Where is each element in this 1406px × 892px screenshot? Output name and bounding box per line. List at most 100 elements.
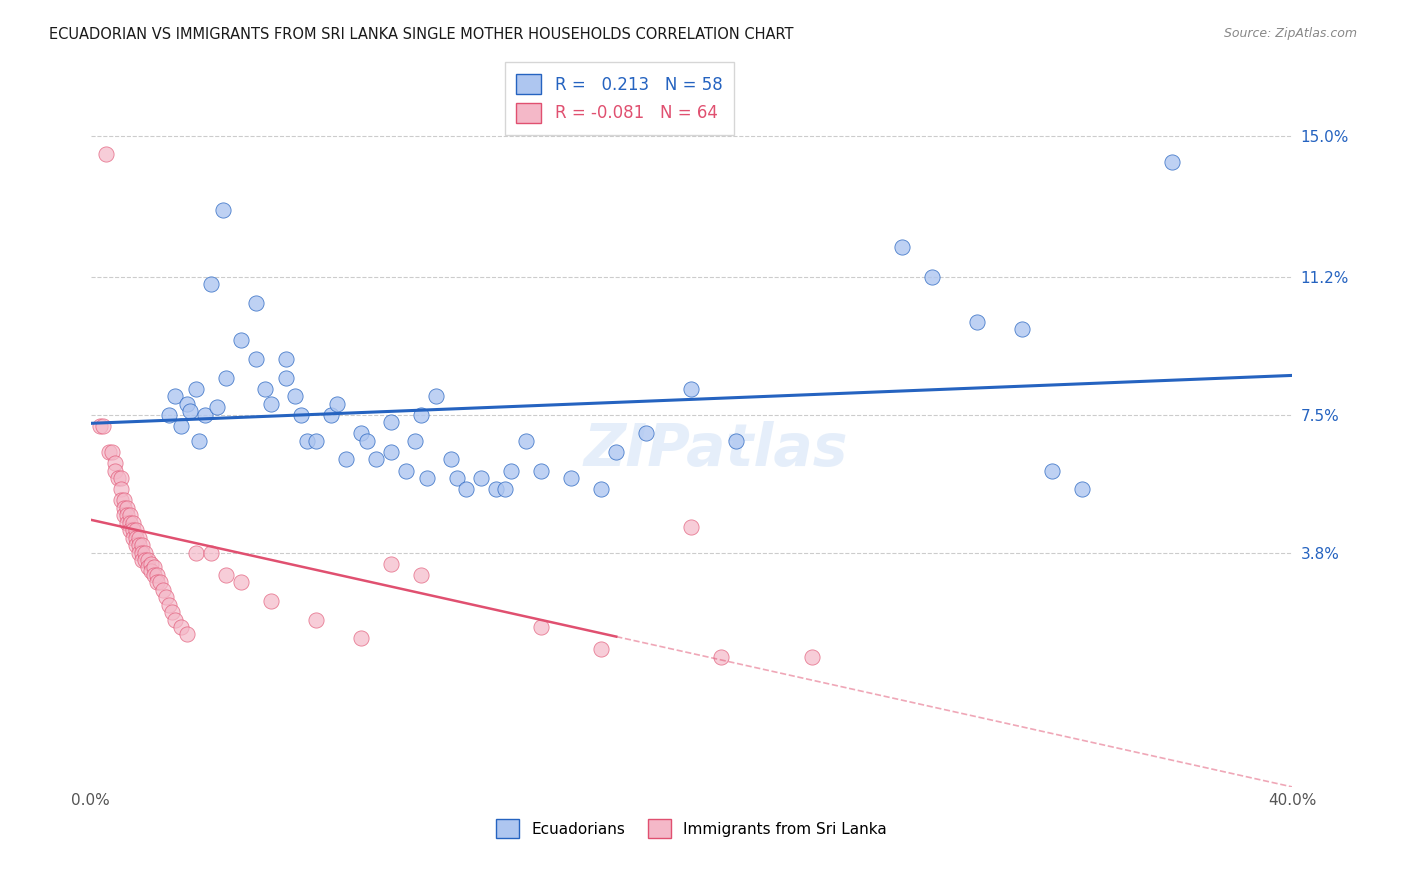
Point xyxy=(800,649,823,664)
Point xyxy=(305,434,328,448)
Point xyxy=(134,553,156,567)
Point xyxy=(1161,154,1184,169)
Point xyxy=(1011,322,1033,336)
Point xyxy=(142,568,165,582)
Point xyxy=(921,270,943,285)
Point xyxy=(91,419,114,434)
Point xyxy=(131,538,153,552)
Point xyxy=(446,471,468,485)
Point xyxy=(404,434,426,448)
Point xyxy=(104,464,127,478)
Point xyxy=(284,389,307,403)
Point xyxy=(124,523,146,537)
Point xyxy=(1040,464,1063,478)
Point xyxy=(260,594,283,608)
Point xyxy=(118,508,141,523)
Point xyxy=(145,575,167,590)
Point xyxy=(121,531,143,545)
Point xyxy=(530,464,553,478)
Point xyxy=(163,613,186,627)
Point xyxy=(295,434,318,448)
Point xyxy=(229,575,252,590)
Point xyxy=(636,426,658,441)
Text: Source: ZipAtlas.com: Source: ZipAtlas.com xyxy=(1223,27,1357,40)
Point xyxy=(200,545,222,559)
Point xyxy=(112,508,135,523)
Point xyxy=(142,560,165,574)
Point xyxy=(215,568,238,582)
Point xyxy=(681,382,703,396)
Point xyxy=(416,471,439,485)
Point xyxy=(1070,483,1092,497)
Point xyxy=(136,553,159,567)
Point xyxy=(205,401,228,415)
Point xyxy=(350,426,373,441)
Point xyxy=(139,557,162,571)
Point xyxy=(274,370,297,384)
Point xyxy=(440,452,463,467)
Point xyxy=(229,334,252,348)
Legend: Ecuadorians, Immigrants from Sri Lanka: Ecuadorians, Immigrants from Sri Lanka xyxy=(489,814,893,844)
Point xyxy=(710,649,733,664)
Point xyxy=(121,523,143,537)
Point xyxy=(350,631,373,645)
Point xyxy=(501,464,523,478)
Point xyxy=(131,545,153,559)
Point xyxy=(176,396,198,410)
Text: ZIPatlas: ZIPatlas xyxy=(583,421,848,478)
Point xyxy=(530,620,553,634)
Point xyxy=(94,147,117,161)
Point xyxy=(290,408,312,422)
Point xyxy=(128,531,150,545)
Point xyxy=(187,434,209,448)
Point xyxy=(163,389,186,403)
Point xyxy=(157,598,180,612)
Point xyxy=(364,452,387,467)
Point xyxy=(145,568,167,582)
Point xyxy=(134,545,156,559)
Point xyxy=(725,434,748,448)
Point xyxy=(179,404,201,418)
Point xyxy=(966,315,988,329)
Point xyxy=(274,351,297,366)
Point xyxy=(110,493,132,508)
Point xyxy=(107,471,129,485)
Point xyxy=(121,516,143,530)
Point xyxy=(494,483,516,497)
Point xyxy=(170,620,193,634)
Point xyxy=(155,591,177,605)
Point xyxy=(115,508,138,523)
Point xyxy=(139,564,162,578)
Point xyxy=(326,396,349,410)
Point xyxy=(681,519,703,533)
Point xyxy=(176,627,198,641)
Point xyxy=(335,452,357,467)
Point xyxy=(110,483,132,497)
Point xyxy=(110,471,132,485)
Point xyxy=(184,545,207,559)
Point xyxy=(215,370,238,384)
Point xyxy=(356,434,378,448)
Point xyxy=(890,240,912,254)
Point xyxy=(591,642,613,657)
Point xyxy=(115,500,138,515)
Point xyxy=(170,419,193,434)
Point xyxy=(409,568,432,582)
Point xyxy=(89,419,111,434)
Point xyxy=(515,434,537,448)
Point xyxy=(160,605,183,619)
Point xyxy=(245,351,267,366)
Point xyxy=(157,408,180,422)
Point xyxy=(253,382,276,396)
Point xyxy=(409,408,432,422)
Point xyxy=(128,545,150,559)
Point xyxy=(128,538,150,552)
Point xyxy=(380,445,402,459)
Point xyxy=(149,575,172,590)
Point xyxy=(184,382,207,396)
Point xyxy=(425,389,447,403)
Point xyxy=(380,415,402,429)
Point xyxy=(100,445,122,459)
Point xyxy=(454,483,477,497)
Point xyxy=(104,456,127,470)
